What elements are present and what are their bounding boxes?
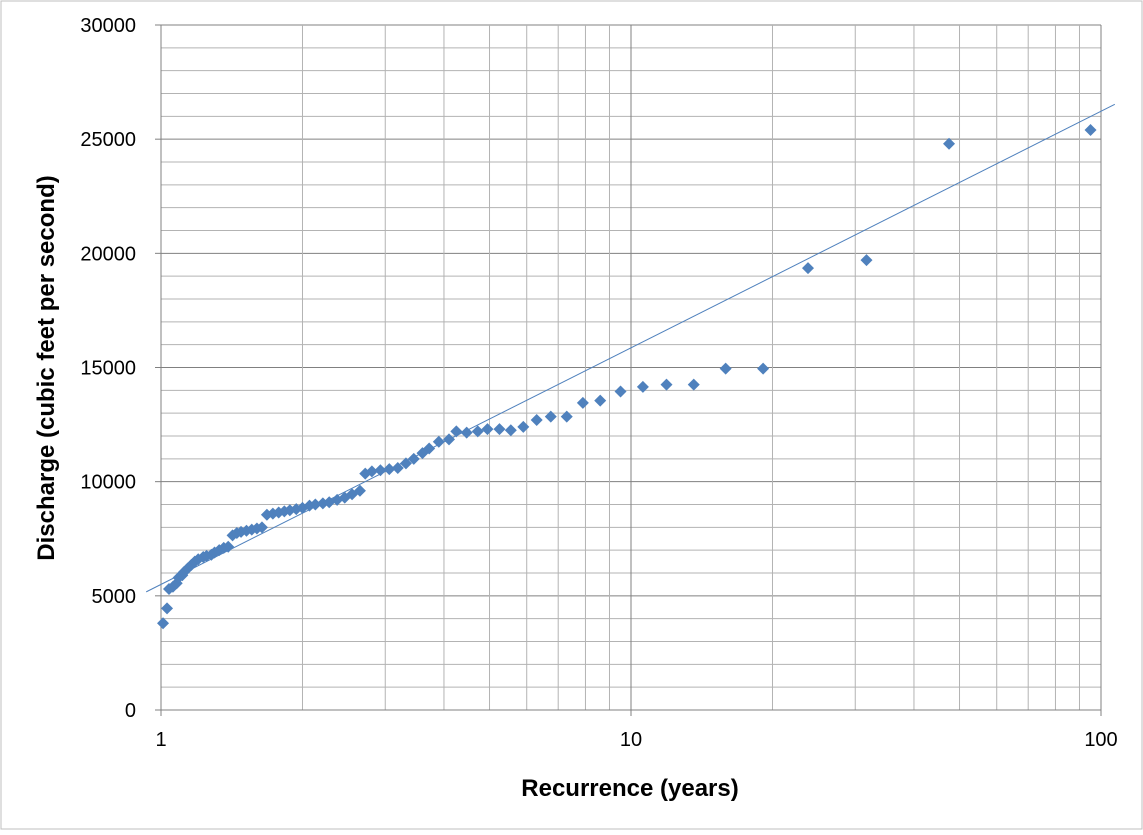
y-tick-label: 10000 [80,472,136,494]
data-point [530,414,543,427]
data-point [423,442,436,455]
x-axis-title: Recurrence (years) [521,775,738,802]
data-point [374,464,387,477]
data-point [544,410,557,423]
data-point [399,457,412,470]
data-point [504,424,517,437]
data-points [157,124,1097,630]
y-tick-label: 0 [125,700,136,722]
data-point [481,423,494,436]
data-point [576,396,589,409]
y-axis-title: Discharge (cubic feet per second) [33,175,60,560]
y-tick-label: 5000 [92,586,137,608]
y-tick-label: 25000 [80,129,136,151]
data-point [636,380,649,393]
trendline-group [145,103,1116,593]
trendline [145,103,1116,593]
data-point [407,452,420,465]
data-point [493,423,506,436]
x-tick-label: 100 [1084,729,1117,751]
data-point [383,463,396,476]
data-point [309,498,322,511]
data-point [560,410,573,423]
data-point [943,137,956,150]
data-point [801,262,814,275]
axes [155,24,1102,716]
y-tick-label: 20000 [80,243,136,265]
data-point [594,394,607,407]
data-point [460,426,473,439]
data-point [391,461,404,474]
grid [161,24,1102,710]
data-point [660,378,673,391]
data-point [614,385,627,398]
data-point [432,435,445,448]
y-tick-label: 30000 [80,15,136,37]
data-point [222,540,235,553]
data-point [266,507,279,520]
data-point [687,378,700,391]
data-point [471,425,484,438]
data-point [443,433,456,446]
data-point [260,508,273,521]
data-point [157,617,170,630]
x-tick-label: 10 [620,729,642,751]
data-point [1084,124,1097,137]
data-point [365,465,378,478]
data-point [719,362,732,375]
data-point [517,420,530,433]
data-point [255,521,268,534]
data-point [860,254,873,267]
x-tick-label: 1 [155,729,166,751]
data-point [757,362,770,375]
data-point [353,484,366,497]
tick-labels: 0 5000 10000 15000 20000 25000 30000 1 10 100 [80,15,1117,751]
data-point [161,602,174,615]
data-point [450,425,463,438]
y-tick-label: 15000 [80,358,136,380]
